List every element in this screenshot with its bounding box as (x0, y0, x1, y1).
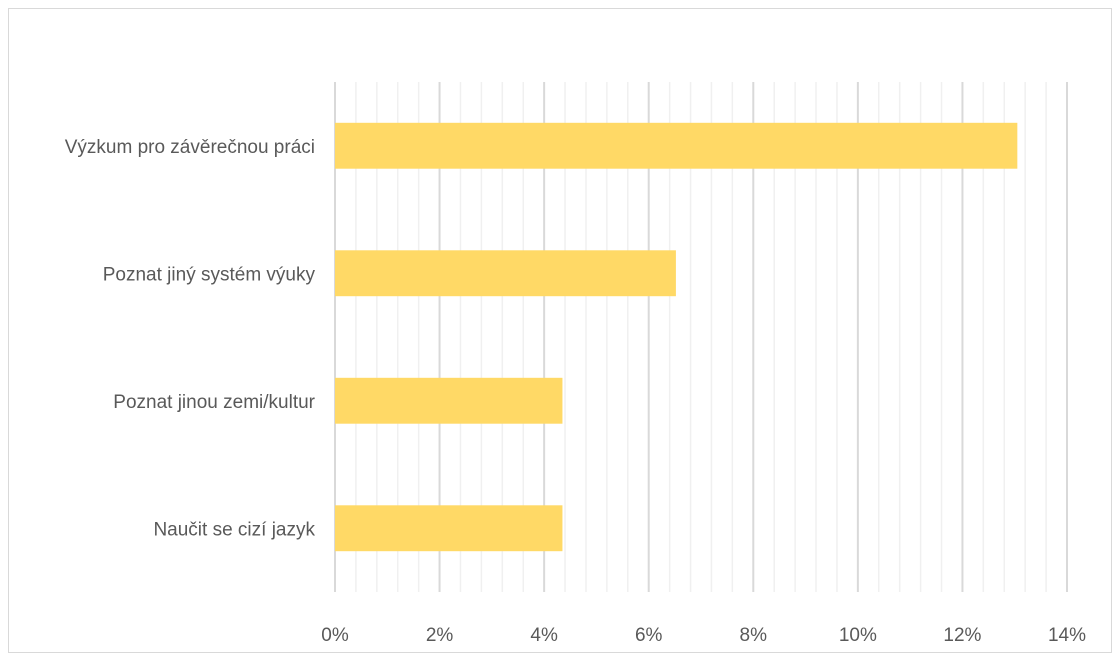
x-tick-label: 14% (1048, 625, 1086, 646)
bar (335, 505, 563, 552)
x-tick-label: 10% (839, 625, 877, 646)
x-tick-label: 4% (530, 625, 558, 646)
x-axis-tick-labels: 0% 2% 4% 6% 8% 10% 12% 14% (321, 625, 1086, 646)
bar (335, 122, 1018, 169)
category-label: Poznat jiný systém výuky (103, 264, 316, 285)
x-tick-label: 6% (635, 625, 663, 646)
bars (335, 122, 1018, 552)
x-tick-label: 2% (426, 625, 454, 646)
x-tick-label: 8% (740, 625, 768, 646)
x-tick-label: 0% (321, 625, 349, 646)
category-labels: Výzkum pro závěrečnou práci Poznat jiný s… (65, 137, 316, 541)
category-label: Naučit se cizí jazyk (153, 519, 315, 540)
x-tick-label: 12% (943, 625, 981, 646)
bar (335, 250, 676, 297)
category-label: Poznat jinou zemi/kultur (113, 392, 315, 413)
category-label: Výzkum pro závěrečnou práci (65, 137, 315, 158)
bar (335, 377, 563, 424)
